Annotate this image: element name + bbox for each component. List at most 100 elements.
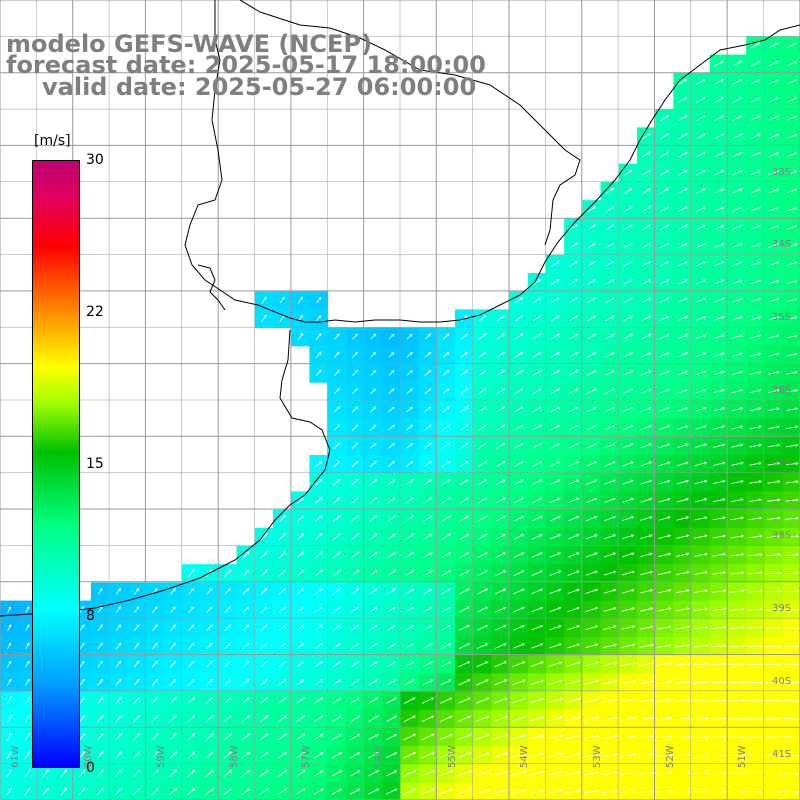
wind-arrow xyxy=(713,461,726,466)
wind-arrow xyxy=(295,751,306,759)
wind-arrow xyxy=(115,587,121,595)
wind-arrow xyxy=(569,279,578,285)
wind-arrow xyxy=(6,769,12,778)
wind-arrow xyxy=(547,770,564,776)
wind-arrow xyxy=(385,788,398,795)
wind-arrow xyxy=(96,732,104,741)
wind-arrow xyxy=(206,587,213,595)
wind-arrow xyxy=(388,388,395,394)
wind-arrow xyxy=(315,478,323,486)
wind-arrow xyxy=(768,188,780,194)
wind-arrow xyxy=(187,679,195,686)
wind-arrow xyxy=(712,534,727,539)
wind-arrow xyxy=(693,735,710,739)
wind-arrow xyxy=(6,696,12,705)
wind-arrow xyxy=(493,788,509,795)
wind-arrow xyxy=(713,443,726,448)
wind-arrow xyxy=(223,715,232,723)
wind-arrow xyxy=(25,660,30,668)
wind-arrow xyxy=(332,661,342,668)
wind-arrow xyxy=(368,734,379,741)
wind-arrow xyxy=(605,370,615,376)
wind-arrow xyxy=(259,697,269,705)
wind-arrow xyxy=(567,552,580,558)
wind-arrow xyxy=(714,79,725,85)
wind-arrow xyxy=(784,534,800,539)
wind-arrow xyxy=(495,606,507,613)
wind-arrow xyxy=(386,715,398,722)
wind-arrow xyxy=(602,734,618,739)
wind-arrow xyxy=(206,624,213,632)
wind-arrow xyxy=(731,443,744,448)
wind-arrow xyxy=(747,790,764,794)
wind-arrow xyxy=(677,188,688,194)
wind-arrow xyxy=(495,552,507,558)
wind-arrow xyxy=(532,315,542,322)
wind-arrow xyxy=(750,261,761,266)
wind-arrow xyxy=(460,370,469,376)
wind-arrow xyxy=(602,789,618,794)
wind-arrow xyxy=(786,79,798,85)
wind-arrow xyxy=(296,661,305,668)
wind-arrow xyxy=(351,478,359,486)
wind-arrow xyxy=(314,551,323,559)
wind-arrow xyxy=(623,188,633,194)
wind-arrow xyxy=(514,297,523,304)
wind-arrow xyxy=(785,425,799,429)
wind-arrow xyxy=(188,606,195,613)
wind-arrow xyxy=(367,752,379,759)
wind-arrow xyxy=(442,388,450,395)
wind-arrow xyxy=(296,624,305,631)
wind-arrow xyxy=(296,569,305,577)
wind-arrow xyxy=(622,516,635,521)
wind-arrow xyxy=(60,769,68,778)
wind-arrow xyxy=(476,643,489,649)
wind-arrow xyxy=(602,771,618,775)
colorbar-unit: [m/s] xyxy=(34,133,71,149)
wind-arrow xyxy=(260,588,268,595)
wind-arrow xyxy=(638,753,655,757)
wind-arrow xyxy=(278,588,286,595)
wind-arrow xyxy=(569,260,578,267)
wind-arrow xyxy=(151,733,159,741)
longitude-label: 53W xyxy=(592,745,603,768)
wind-arrow xyxy=(605,297,615,303)
wind-arrow xyxy=(695,407,707,412)
wind-arrow xyxy=(441,533,452,540)
wind-arrow xyxy=(386,679,397,686)
colorbar-tick-22: 22 xyxy=(86,304,104,320)
wind-arrow xyxy=(278,624,286,632)
wind-arrow xyxy=(459,515,470,522)
wind-arrow xyxy=(565,734,582,740)
wind-arrow xyxy=(550,424,561,431)
wind-arrow xyxy=(674,771,691,775)
wind-arrow xyxy=(768,389,780,393)
wind-arrow xyxy=(641,188,651,194)
wind-arrow xyxy=(459,588,470,595)
wind-arrow xyxy=(370,424,377,431)
wind-arrow xyxy=(585,552,598,558)
wind-arrow xyxy=(115,624,121,632)
wind-arrow xyxy=(750,97,761,103)
latitude-label: 33S xyxy=(772,167,791,178)
wind-arrow xyxy=(187,569,195,577)
wind-arrow xyxy=(729,662,746,666)
wind-arrow xyxy=(656,680,673,684)
wind-arrow xyxy=(24,787,31,796)
wind-arrow xyxy=(421,751,435,759)
latitude-label: 34S xyxy=(772,239,791,250)
wind-arrow xyxy=(25,624,30,632)
wind-arrow xyxy=(511,715,527,722)
wind-arrow xyxy=(659,151,670,158)
wind-arrow xyxy=(768,97,779,103)
wind-arrow xyxy=(439,733,453,741)
wind-arrow xyxy=(386,643,397,649)
wind-arrow xyxy=(713,370,725,376)
wind-arrow xyxy=(677,206,688,212)
wind-arrow xyxy=(658,497,671,503)
wind-arrow xyxy=(529,788,546,794)
wind-arrow xyxy=(368,569,378,577)
wind-arrow xyxy=(495,570,507,577)
wind-arrow xyxy=(677,279,688,285)
wind-arrow xyxy=(675,662,691,666)
